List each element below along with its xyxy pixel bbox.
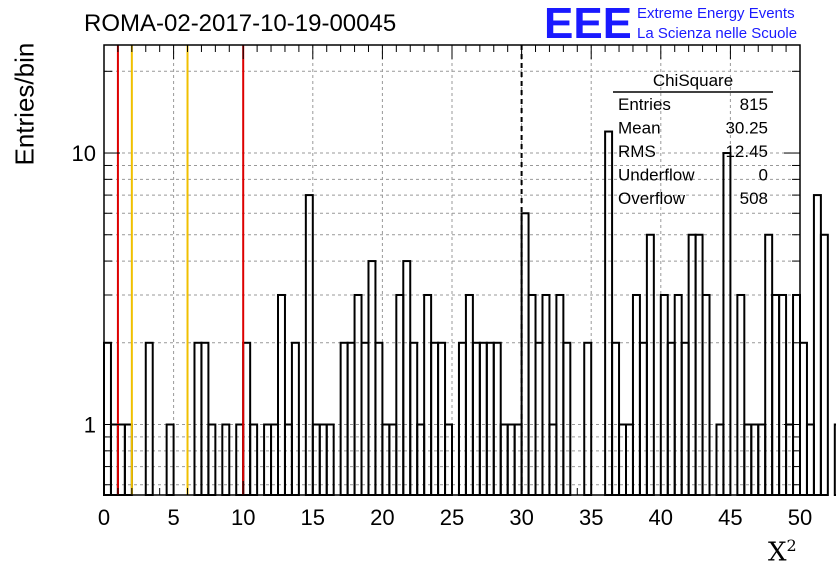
histogram-bar (792, 293, 801, 496)
histogram-bar (736, 293, 746, 496)
histogram-bar (527, 293, 537, 496)
stats-value: 12.45 (725, 142, 768, 161)
histogram-bar (833, 423, 836, 496)
stats-value: 508 (740, 189, 768, 208)
histogram-bar (402, 260, 412, 496)
histogram-bar (520, 212, 530, 496)
logo-line-2: La Scienza nelle Scuole (637, 25, 798, 42)
histogram-bar (631, 293, 641, 496)
stats-value: 815 (740, 95, 768, 114)
histogram-bar (485, 341, 495, 496)
histogram-bar (409, 341, 419, 496)
histogram-bar (680, 341, 690, 496)
histogram-bar (464, 293, 474, 496)
histogram-bar (694, 233, 704, 496)
histogram-bar (346, 341, 356, 496)
stats-label: Mean (618, 119, 661, 138)
histogram-bar (799, 341, 808, 496)
eee-logo: EEE (544, 2, 630, 42)
histogram-bar (659, 293, 669, 496)
x-tick-label: 5 (167, 505, 179, 530)
histogram-bar (304, 194, 314, 496)
stats-label: Underflow (618, 166, 695, 185)
histogram-bar (277, 293, 286, 496)
histogram-bar (360, 341, 370, 496)
histogram-bar (687, 233, 697, 496)
histogram-bar (583, 341, 593, 496)
histogram-bar (673, 293, 683, 496)
x-tick-label: 30 (509, 505, 533, 530)
histogram-bar (367, 260, 377, 496)
histogram-bar (353, 293, 363, 496)
histogram-bar (604, 130, 614, 496)
histogram-bar (555, 293, 565, 496)
histogram-bar (764, 233, 774, 496)
histogram-bar (701, 293, 711, 496)
x-tick-label: 45 (718, 505, 742, 530)
histogram-bar (478, 341, 488, 496)
x-tick-label: 35 (579, 505, 603, 530)
histogram-bar (290, 341, 300, 496)
eee-logo-text: EEE (544, 2, 630, 42)
stats-title: ChiSquare (653, 71, 733, 90)
x-axis-label-sup: 2 (786, 536, 797, 555)
histogram-bar (645, 233, 655, 496)
x-axis-label-base: X (768, 537, 787, 568)
logo-line-1: Extreme Energy Events (637, 5, 795, 22)
histogram-bar (423, 293, 433, 496)
histogram-bar (778, 293, 788, 496)
histogram-bar (457, 341, 467, 496)
stats-value: 0 (759, 166, 768, 185)
histogram-bar (193, 341, 203, 496)
histogram-bar (395, 293, 405, 496)
stats-label: RMS (618, 142, 656, 161)
stats-value: 30.25 (725, 119, 768, 138)
histogram-bar (144, 341, 154, 496)
x-tick-label: 10 (231, 505, 255, 530)
x-tick-label: 40 (649, 505, 673, 530)
histogram-bar (103, 341, 112, 496)
histogram-bar (534, 341, 544, 496)
histogram-bar (805, 423, 815, 496)
histogram-bar (200, 341, 210, 496)
histogram-bar (666, 341, 676, 496)
histogram-bar (819, 233, 829, 496)
histogram-bar (430, 341, 440, 496)
x-tick-label: 50 (788, 505, 812, 530)
stats-label: Entries (618, 95, 671, 114)
histogram-bar (374, 341, 384, 496)
histogram-bar (812, 194, 822, 496)
histogram-bar (562, 341, 572, 496)
histogram-bar (541, 293, 551, 496)
x-axis-label: X2 (768, 536, 797, 568)
chart-title: ROMA-02-2017-10-19-00045 (84, 10, 397, 37)
histogram-bar (492, 341, 502, 496)
histogram-bar (437, 341, 447, 496)
stats-label: Overflow (618, 189, 686, 208)
x-tick-label: 20 (370, 505, 394, 530)
x-tick-label: 15 (301, 505, 325, 530)
histogram-bar (339, 341, 349, 496)
x-tick-label: 0 (98, 505, 110, 530)
histogram-bar (611, 341, 621, 496)
histogram-bar (638, 341, 648, 496)
y-tick-label: 1 (84, 413, 96, 438)
histogram-bar (242, 341, 252, 496)
histogram-bar (722, 152, 732, 497)
histogram-bar (471, 341, 481, 496)
histogram-bar (771, 293, 781, 496)
y-tick-label: 10 (72, 141, 96, 166)
x-tick-label: 25 (440, 505, 464, 530)
